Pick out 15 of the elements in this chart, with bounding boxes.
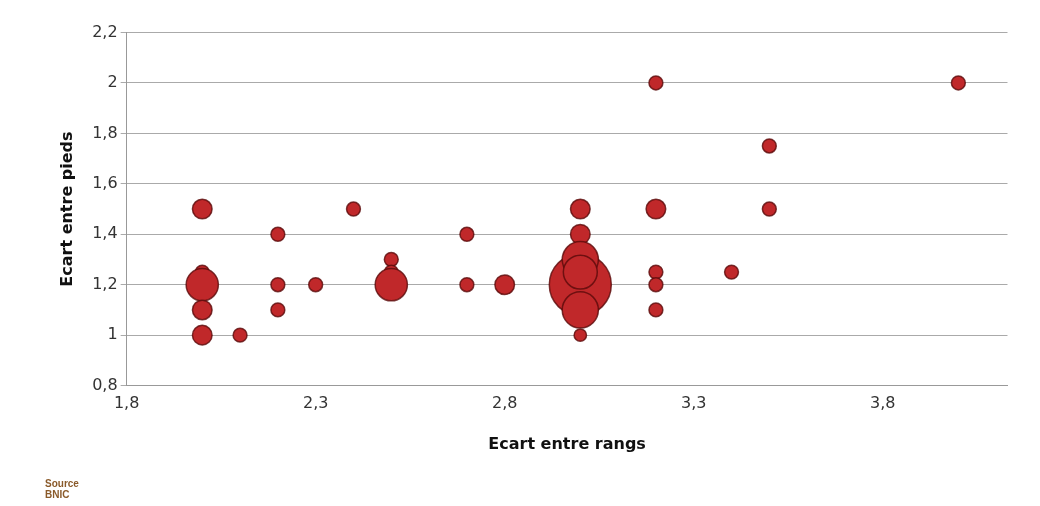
x-tick-label: 2,8 [491,393,518,413]
y-tick-label: 1,4 [92,223,118,243]
y-tick-label: 2 [107,72,118,92]
y-tick-label: 1,2 [92,273,118,293]
y-tick-label: 1 [107,324,118,344]
y-axis-title: Ecart entre pieds [56,131,76,287]
source-note: Source BNIC [45,478,79,500]
x-tick-label: 2,3 [302,393,329,413]
y-tick-label: 1,8 [92,122,118,142]
y-tick-label: 1,6 [92,172,118,192]
y-tick-label: 0,8 [92,374,118,394]
x-tick-label: 3,8 [870,393,896,413]
x-axis-title: Ecart entre rangs [488,433,646,453]
y-tick-label: 2,2 [92,21,118,41]
x-tick-label: 3,3 [680,393,707,413]
